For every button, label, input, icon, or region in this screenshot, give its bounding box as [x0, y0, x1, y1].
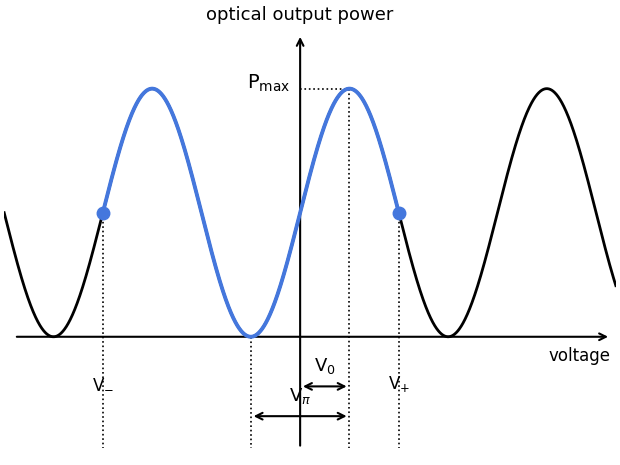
Text: voltage: voltage [549, 347, 611, 365]
Text: optical output power: optical output power [206, 6, 394, 24]
Text: P$_{\mathregular{max}}$: P$_{\mathregular{max}}$ [247, 73, 290, 94]
Text: V$_{-}$: V$_{-}$ [92, 374, 114, 392]
Text: V$_{\pi}$: V$_{\pi}$ [289, 386, 311, 406]
Text: V$_{\mathregular{0}}$: V$_{\mathregular{0}}$ [314, 357, 335, 377]
Text: V$_{+}$: V$_{+}$ [388, 374, 410, 394]
